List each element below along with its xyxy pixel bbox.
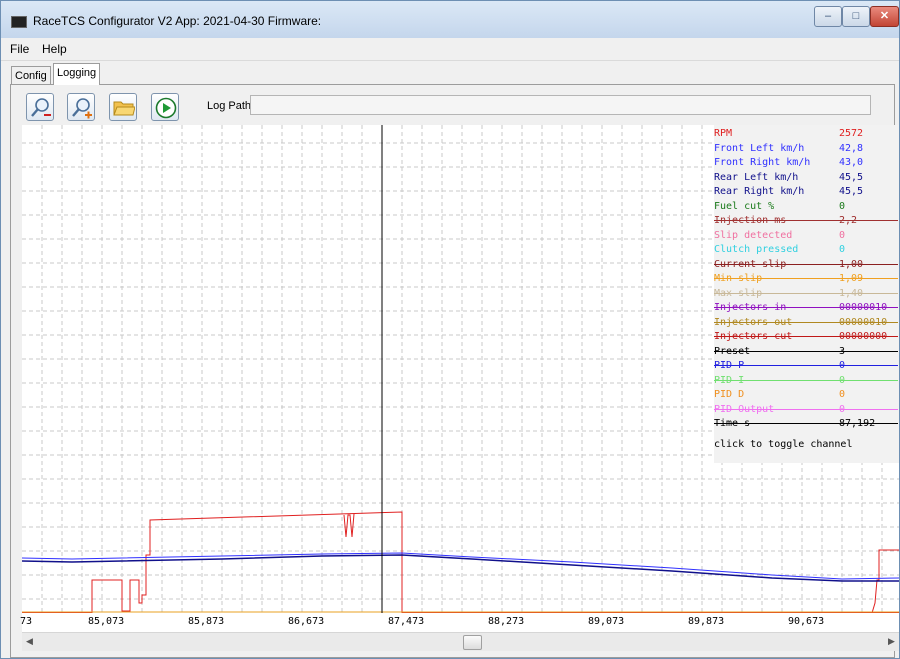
- legend-strikethrough: [714, 321, 898, 323]
- app-icon: [11, 16, 27, 28]
- x-tick-label: 88,273: [488, 616, 525, 627]
- legend-channel-name: Clutch pressed: [714, 244, 799, 255]
- zoom-out-button[interactable]: [26, 93, 54, 121]
- legend-strikethrough: [714, 220, 898, 221]
- log-chart[interactable]: RPM 2572 Front Left km/h 42,8 Front Right km…: [22, 125, 899, 613]
- legend-strikethrough: [714, 292, 898, 294]
- minimize-button[interactable]: –: [814, 6, 842, 27]
- arrow-left-icon[interactable]: ◀: [26, 636, 33, 646]
- legend-channel-value: 45,5: [839, 171, 864, 183]
- legend-strikethrough: [714, 365, 898, 366]
- open-folder-button[interactable]: [109, 93, 137, 121]
- legend-channel-name: Fuel cut %: [714, 200, 775, 212]
- legend-channel-name: Front Left km/h: [714, 142, 805, 154]
- legend-channel-value: 0: [839, 244, 846, 255]
- legend-strikethrough: [714, 307, 898, 308]
- play-icon: [155, 97, 177, 119]
- legend-channel-value: 45,5: [839, 186, 864, 197]
- legend-channel-value: 2572: [839, 128, 864, 139]
- tab-config[interactable]: Config: [11, 66, 51, 85]
- x-tick-label: 89,873: [688, 616, 725, 627]
- legend-channel-value: 0: [839, 200, 846, 212]
- zoom-out-icon: [31, 98, 51, 117]
- zoom-in-button[interactable]: [67, 93, 95, 121]
- legend-strikethrough: [714, 379, 898, 381]
- series-rpm: [22, 511, 899, 613]
- folder-icon: [113, 101, 135, 116]
- legend-channel-name: PID D: [714, 389, 745, 400]
- menu-file[interactable]: File: [10, 42, 30, 56]
- x-tick-label: 85,073: [88, 616, 125, 627]
- start-logging-button[interactable]: [151, 93, 179, 121]
- log-path-label: Log Path:: [207, 100, 255, 112]
- series-front-wheels: [22, 552, 899, 580]
- legend-channel-value: 0: [839, 389, 846, 400]
- arrow-right-icon[interactable]: ▶: [888, 636, 895, 646]
- scroll-thumb[interactable]: [463, 635, 482, 650]
- legend-strikethrough: [714, 423, 898, 424]
- legend-strikethrough: [714, 336, 898, 337]
- x-tick-label: 87,473: [388, 616, 425, 627]
- channel-legend[interactable]: RPM 2572 Front Left km/h 42,8 Front Right km…: [714, 125, 899, 463]
- legend-strikethrough: [714, 278, 898, 279]
- legend-strikethrough: [714, 263, 898, 265]
- legend-channel-name: Slip detected: [714, 229, 793, 241]
- tab-logging[interactable]: Logging: [53, 63, 101, 85]
- menu-help[interactable]: Help: [42, 42, 67, 56]
- x-axis: 73 85,073 85,873 86,673 87,473 88,273 89,073 89…: [20, 613, 899, 632]
- legend-channel-value: 42,8: [839, 142, 864, 154]
- x-tick-label: 89,073: [588, 616, 625, 627]
- window-title: RaceTCS Configurator V2 App: 2021-04-30 …: [33, 14, 322, 28]
- log-path-field[interactable]: [250, 95, 871, 115]
- legend-channel-value: 0: [839, 229, 846, 241]
- series-rpm-spikes: [343, 513, 355, 538]
- legend-channel-name: RPM: [714, 128, 733, 139]
- title-bar: RaceTCS Configurator V2 App: 2021-04-30 …: [1, 1, 899, 38]
- series-rpm-tail: [864, 549, 899, 613]
- maximize-button[interactable]: □: [842, 6, 870, 27]
- horizontal-scrollbar[interactable]: ◀ ▶: [22, 632, 899, 651]
- x-tick-label: 86,673: [288, 616, 325, 627]
- x-tick-label: 73: [20, 616, 33, 627]
- legend-channel-name: Rear Right km/h: [714, 186, 805, 197]
- x-tick-label: 85,873: [188, 616, 225, 627]
- legend-hint: click to toggle channel: [714, 439, 853, 450]
- menu-bar: File Help: [1, 38, 899, 61]
- legend-strikethrough: [714, 408, 898, 410]
- legend-channel-name: Front Right km/h: [714, 157, 811, 168]
- close-button[interactable]: ✕: [870, 6, 899, 27]
- legend-channel-value: 43,0: [839, 157, 864, 168]
- legend-strikethrough: [714, 350, 898, 352]
- x-tick-label: 90,673: [788, 616, 825, 627]
- series-rear-wheels: [22, 554, 899, 582]
- zoom-in-icon: [72, 98, 92, 119]
- legend-channel-name: Rear Left km/h: [714, 171, 799, 183]
